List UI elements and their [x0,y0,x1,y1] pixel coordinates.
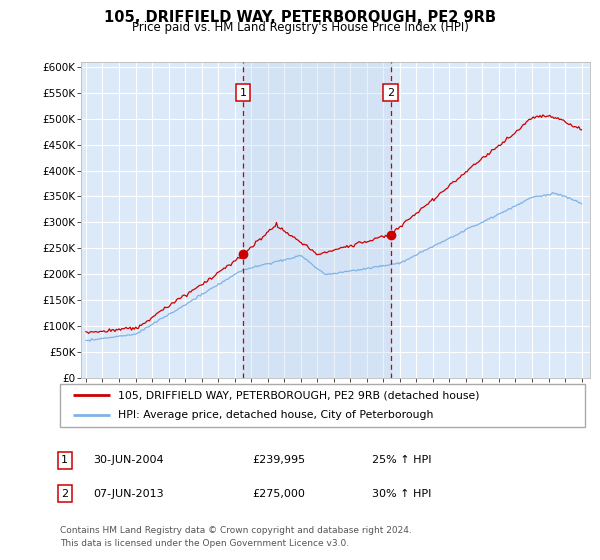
Text: £239,995: £239,995 [252,455,305,465]
Text: Price paid vs. HM Land Registry's House Price Index (HPI): Price paid vs. HM Land Registry's House … [131,21,469,34]
Text: HPI: Average price, detached house, City of Peterborough: HPI: Average price, detached house, City… [118,410,433,421]
Text: 105, DRIFFIELD WAY, PETERBOROUGH, PE2 9RB (detached house): 105, DRIFFIELD WAY, PETERBOROUGH, PE2 9R… [118,390,479,400]
Text: Contains HM Land Registry data © Crown copyright and database right 2024.
This d: Contains HM Land Registry data © Crown c… [60,526,412,548]
Text: 105, DRIFFIELD WAY, PETERBOROUGH, PE2 9RB: 105, DRIFFIELD WAY, PETERBOROUGH, PE2 9R… [104,10,496,25]
FancyBboxPatch shape [60,384,585,427]
Text: 25% ↑ HPI: 25% ↑ HPI [372,455,431,465]
Text: 1: 1 [61,455,68,465]
Text: 30-JUN-2004: 30-JUN-2004 [93,455,164,465]
Text: 30% ↑ HPI: 30% ↑ HPI [372,489,431,499]
Text: 07-JUN-2013: 07-JUN-2013 [93,489,164,499]
Text: 1: 1 [239,88,247,98]
Text: £275,000: £275,000 [252,489,305,499]
Text: 2: 2 [61,489,68,499]
Bar [243,62,391,378]
Text: 2: 2 [387,88,394,98]
